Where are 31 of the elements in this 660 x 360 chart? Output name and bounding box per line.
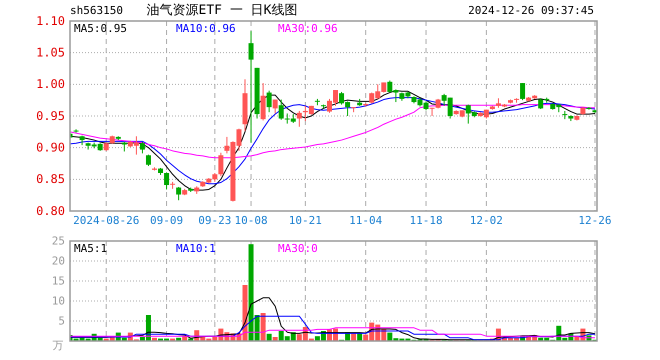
y-tick-label: 1.10 bbox=[36, 14, 65, 28]
y-tick-label: 0.95 bbox=[36, 108, 65, 123]
x-tick-label: 2024-08-26 bbox=[73, 214, 140, 227]
y-axis-title: 万 bbox=[52, 339, 64, 352]
x-tick-label: 10-21 bbox=[288, 214, 322, 227]
text: MA10:1 bbox=[176, 242, 216, 255]
x-tick-label: 11-18 bbox=[409, 214, 443, 227]
x-tick-label: 11-04 bbox=[349, 214, 383, 227]
y-tick-label: 0.80 bbox=[36, 204, 65, 218]
y-tick-label: 20 bbox=[52, 254, 65, 268]
x-tick-label: 12-02 bbox=[470, 214, 503, 227]
text: sh563150 bbox=[70, 4, 123, 17]
chart-title: 油气资源ETF 一 日K线图 bbox=[146, 3, 298, 18]
chart-subtitle: 2024-12-26 09:37:45 bbox=[468, 4, 594, 17]
y-tick-label: 25 bbox=[52, 234, 65, 248]
x-tick-label: 10-08 bbox=[234, 214, 268, 227]
y-tick-label: 1.05 bbox=[36, 46, 65, 60]
y-tick-label: 0.90 bbox=[36, 140, 65, 155]
text: MA10:0.96 bbox=[176, 22, 236, 35]
text: MA30:0.96 bbox=[278, 22, 338, 35]
x-tick-label: 09-23 bbox=[198, 214, 232, 227]
y-tick-label: 10 bbox=[52, 294, 65, 308]
y-tick-label: 0.85 bbox=[36, 172, 65, 186]
y-tick-label: 15 bbox=[52, 274, 65, 288]
y-tick-label: 5 bbox=[58, 314, 65, 328]
text: MA30:0 bbox=[278, 242, 318, 255]
x-tick-label: 09-09 bbox=[150, 214, 184, 227]
text: MA5:1 bbox=[74, 242, 108, 255]
x-tick-label: 12-26 bbox=[578, 214, 612, 227]
y-tick-label: 1.00 bbox=[36, 77, 65, 92]
text: MA5:0.95 bbox=[74, 22, 127, 35]
